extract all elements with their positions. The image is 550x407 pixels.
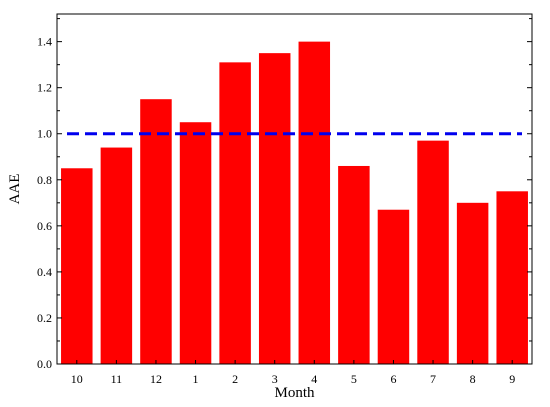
bar-12 bbox=[140, 99, 172, 365]
x-tick-label: 10 bbox=[71, 372, 83, 386]
bar-8 bbox=[456, 202, 489, 364]
bars-group bbox=[61, 41, 528, 365]
y-tick-label: 0.2 bbox=[37, 311, 52, 325]
bar-5 bbox=[338, 165, 370, 364]
x-tick-label: 3 bbox=[272, 372, 278, 386]
bar-3 bbox=[258, 53, 291, 364]
x-tick-label: 6 bbox=[390, 372, 396, 386]
bar-4 bbox=[298, 41, 331, 364]
y-tick-label: 1.0 bbox=[37, 127, 52, 141]
bar-7 bbox=[417, 140, 449, 364]
x-tick-label: 5 bbox=[351, 372, 357, 386]
bar-11 bbox=[100, 147, 133, 364]
x-tick-label: 8 bbox=[470, 372, 476, 386]
x-axis-title: Month bbox=[274, 385, 315, 401]
x-tick-label: 4 bbox=[311, 372, 317, 386]
y-tick-label: 0.4 bbox=[37, 265, 52, 279]
y-tick-label: 0.0 bbox=[37, 357, 52, 371]
x-tick-label: 7 bbox=[430, 372, 436, 386]
x-tick-label: 1 bbox=[193, 372, 199, 386]
bar-1 bbox=[179, 122, 212, 364]
y-tick-label: 0.8 bbox=[37, 173, 52, 187]
plot-frame bbox=[56, 13, 533, 365]
y-axis-title: AAE bbox=[7, 174, 23, 205]
x-tick-label: 9 bbox=[509, 372, 515, 386]
x-tick-label: 11 bbox=[111, 372, 123, 386]
y-tick-label: 0.6 bbox=[37, 219, 52, 233]
x-axis: 10 11 12 1 2 3 4 5 6 7 8 9 bbox=[71, 360, 515, 386]
x-tick-label: 12 bbox=[150, 372, 162, 386]
x-tick-label: 2 bbox=[232, 372, 238, 386]
bar-6 bbox=[377, 209, 410, 364]
bar-2 bbox=[219, 62, 251, 365]
bar-9 bbox=[496, 191, 528, 364]
bar-10 bbox=[61, 168, 93, 364]
y-axis: 0.0 0.2 0.4 0.6 0.8 1.0 1.2 1.4 bbox=[37, 18, 532, 371]
y-tick-label: 1.4 bbox=[37, 35, 52, 49]
y-tick-label: 1.2 bbox=[37, 81, 52, 95]
